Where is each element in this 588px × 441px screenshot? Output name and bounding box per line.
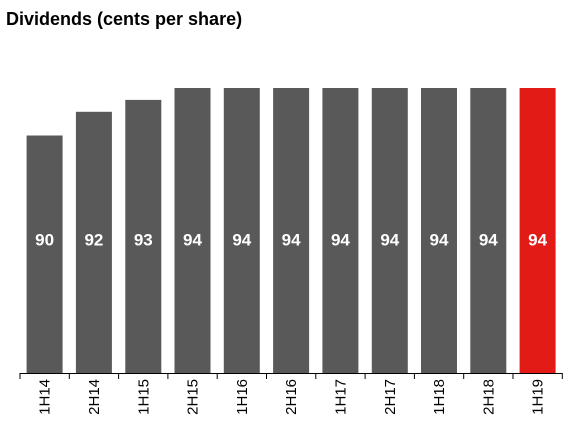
bar-1h19 <box>519 88 556 373</box>
x-tick-label-2h16: 2H16 <box>283 379 300 415</box>
bar-2h17 <box>371 88 408 373</box>
x-tick-label-1h14: 1H14 <box>37 379 54 415</box>
x-tick-label-1h19: 1H19 <box>530 379 547 415</box>
data-label-1h14: 90 <box>35 230 54 249</box>
data-label-2h16: 94 <box>282 230 301 249</box>
x-tick-label-2h14: 2H14 <box>86 379 103 415</box>
bars-layer <box>26 88 556 374</box>
data-label-1h15: 93 <box>134 230 153 249</box>
bar-2h16 <box>273 88 310 373</box>
x-tick-label-1h15: 1H15 <box>135 379 152 415</box>
bar-1h15 <box>125 99 162 374</box>
data-label-1h18: 94 <box>430 230 449 249</box>
bar-2h18 <box>470 88 507 373</box>
x-tick-label-1h16: 1H16 <box>234 379 251 415</box>
data-label-1h16: 94 <box>232 230 251 249</box>
bar-1h14 <box>26 135 63 373</box>
x-tick-label-1h18: 1H18 <box>431 379 448 415</box>
data-label-2h17: 94 <box>380 230 399 249</box>
chart-title: Dividends (cents per share) <box>6 9 243 29</box>
data-label-2h14: 92 <box>84 230 103 249</box>
x-tick-label-2h17: 2H17 <box>382 379 399 415</box>
bar-1h18 <box>421 88 457 373</box>
x-tick-label-1h17: 1H17 <box>332 379 349 415</box>
data-label-1h19: 94 <box>528 230 547 249</box>
x-axis-layer: 1H14 2H14 1H15 2H15 1H16 2H16 1H17 2H17 1H18 2H18… <box>19 373 563 415</box>
bar-2h15 <box>174 88 211 373</box>
data-label-1h17: 94 <box>331 230 350 249</box>
data-label-2h18: 94 <box>479 230 498 249</box>
bar-2h14 <box>75 111 112 374</box>
bar-1h16 <box>223 88 260 373</box>
data-labels-layer: 90 92 93 94 94 94 94 94 94 94 94 <box>35 230 547 249</box>
bar-1h17 <box>322 88 359 373</box>
data-label-2h15: 94 <box>183 230 202 249</box>
x-tick-label-2h18: 2H18 <box>480 379 497 415</box>
x-tick-label-2h15: 2H15 <box>185 379 202 415</box>
